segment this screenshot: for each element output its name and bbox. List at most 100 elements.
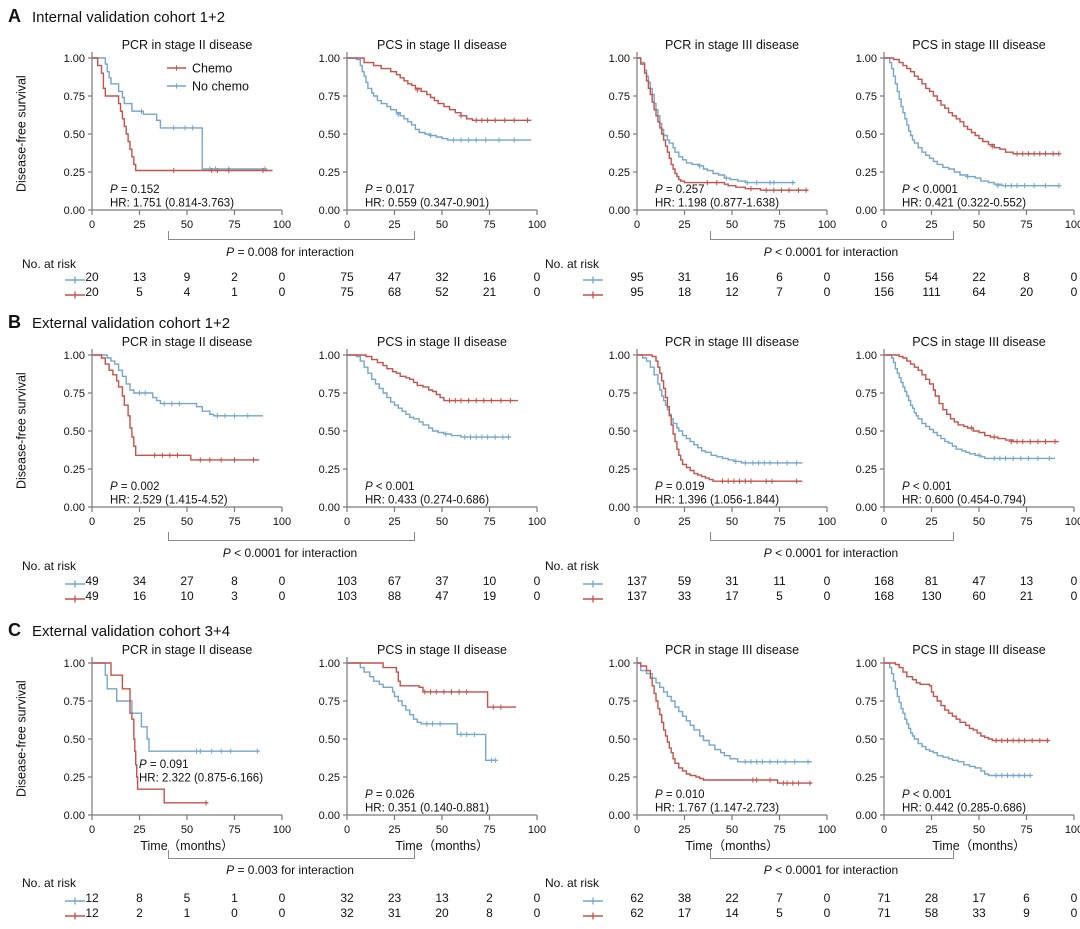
no-chemo-censor-marks (138, 108, 268, 172)
risk-count: 8 (486, 906, 493, 920)
y-tick-label: 0.50 (609, 426, 630, 438)
risk-count: 0 (533, 891, 541, 905)
risk-count: 0 (278, 589, 286, 603)
risk-count: 0 (823, 891, 831, 905)
risk-count: 0 (278, 574, 286, 588)
y-tick-label: 0.50 (609, 734, 630, 746)
risk-count: 10 (482, 574, 497, 588)
y-tick-label: 0.00 (609, 205, 630, 217)
risk-marker-chemo (64, 591, 86, 609)
risk-count: 103 (336, 574, 358, 588)
risk-count: 33 (677, 589, 692, 603)
risk-count: 95 (630, 270, 644, 284)
risk-count: 0 (1070, 906, 1078, 920)
no-chemo-curve (884, 354, 1055, 460)
chemo-censor-marks (993, 737, 1050, 744)
chemo-censor-marks (704, 180, 809, 193)
risk-count: 16 (725, 270, 739, 284)
p-value: P < 0.001 (365, 481, 415, 493)
panel-title: PCR in stage II disease (122, 38, 253, 52)
legend-label-no_chemo: No chemo (192, 80, 249, 94)
y-tick-label: 0.00 (609, 502, 630, 514)
x-tick-label: 50 (726, 516, 738, 528)
y-tick-label: 0.25 (319, 167, 340, 179)
risk-marker-no-chemo (64, 576, 86, 594)
x-axis-label: Time（months） (685, 839, 778, 853)
risk-count: 47 (435, 589, 449, 603)
risk-marker-no-chemo (582, 272, 604, 290)
p-value: P = 0.152 (110, 184, 160, 196)
risk-count: 13 (132, 270, 147, 284)
x-tick-label: 100 (818, 219, 836, 231)
x-tick-label: 100 (273, 219, 291, 231)
risk-table-label: No. at risk (545, 876, 600, 890)
hr-value: HR: 0.442 (0.285-0.686) (902, 803, 1026, 815)
hr-value: HR: 1.751 (0.814-3.763) (110, 198, 234, 210)
x-tick-label: 0 (634, 219, 640, 231)
chemo-censor-marks (750, 777, 813, 786)
risk-table-label: No. at risk (22, 876, 77, 890)
x-tick-label: 0 (89, 219, 95, 231)
risk-count: 0 (1070, 574, 1078, 588)
section-title: External validation cohort 1+2 (32, 315, 231, 332)
x-tick-label: 25 (133, 516, 145, 528)
risk-count: 5 (183, 891, 191, 905)
risk-count: 47 (972, 574, 986, 588)
risk-marker-chemo (582, 908, 604, 926)
p-value: P = 0.019 (655, 481, 705, 493)
hr-value: HR: 0.351 (0.140-0.881) (365, 803, 489, 815)
risk-count: 75 (340, 270, 354, 284)
panel-A3: PCR in stage III disease 1.00 0.75 0.50 0.25… (609, 38, 837, 231)
risk-count: 59 (677, 574, 692, 588)
y-tick-label: 0.25 (856, 464, 877, 476)
x-tick-label: 50 (181, 824, 193, 836)
risk-count: 54 (924, 270, 939, 284)
y-tick-label: 0.00 (64, 205, 85, 217)
risk-count: 64 (972, 285, 986, 299)
p-value: P = 0.257 (655, 184, 705, 196)
risk-count: 22 (972, 270, 986, 284)
p-value: P = 0.010 (655, 789, 705, 801)
section-letter: C (8, 620, 21, 640)
risk-count: 4 (183, 285, 191, 299)
risk-count: 71 (877, 906, 891, 920)
p-value: P = 0.026 (365, 789, 415, 801)
risk-count: 13 (1019, 574, 1034, 588)
y-tick-label: 0.00 (64, 502, 85, 514)
risk-count: 18 (677, 285, 692, 299)
hr-value: HR: 0.433 (0.274-0.686) (365, 495, 489, 507)
risk-count: 27 (180, 574, 194, 588)
risk-marker-no-chemo (582, 893, 604, 911)
x-tick-label: 100 (1065, 824, 1080, 836)
risk-count: 0 (823, 906, 831, 920)
risk-count: 12 (725, 285, 739, 299)
y-tick-label: 1.00 (319, 350, 340, 362)
no-chemo-censor-marks (395, 111, 517, 143)
risk-count: 0 (533, 285, 541, 299)
chemo-censor-marks (719, 478, 800, 484)
risk-count: 10 (180, 589, 194, 603)
x-tick-label: 50 (436, 824, 448, 836)
no-chemo-censor-marks (976, 452, 1052, 461)
panel-title: PCS in stage III disease (912, 643, 1045, 657)
panel-C2: PCS in stage II disease 1.00 0.75 0.50 0.25 0… (319, 643, 547, 853)
y-tick-label: 0.00 (856, 502, 877, 514)
y-tick-label: 1.00 (64, 658, 85, 670)
risk-count: 8 (1023, 270, 1030, 284)
legend-label-chemo: Chemo (192, 62, 232, 76)
x-tick-label: 25 (388, 516, 400, 528)
risk-count: 37 (435, 574, 449, 588)
risk-count: 5 (776, 589, 783, 603)
x-tick-label: 75 (483, 824, 495, 836)
x-tick-label: 75 (483, 516, 495, 528)
risk-count: 34 (132, 574, 147, 588)
y-tick-label: 0.00 (319, 502, 340, 514)
risk-count: 8 (231, 574, 238, 588)
chemo-curve (637, 354, 803, 482)
risk-count: 95 (630, 285, 644, 299)
section-title: External validation cohort 3+4 (32, 623, 231, 640)
risk-marker-chemo (64, 908, 86, 926)
risk-count: 13 (435, 891, 449, 905)
y-tick-label: 1.00 (319, 658, 340, 670)
risk-count: 28 (924, 891, 939, 905)
